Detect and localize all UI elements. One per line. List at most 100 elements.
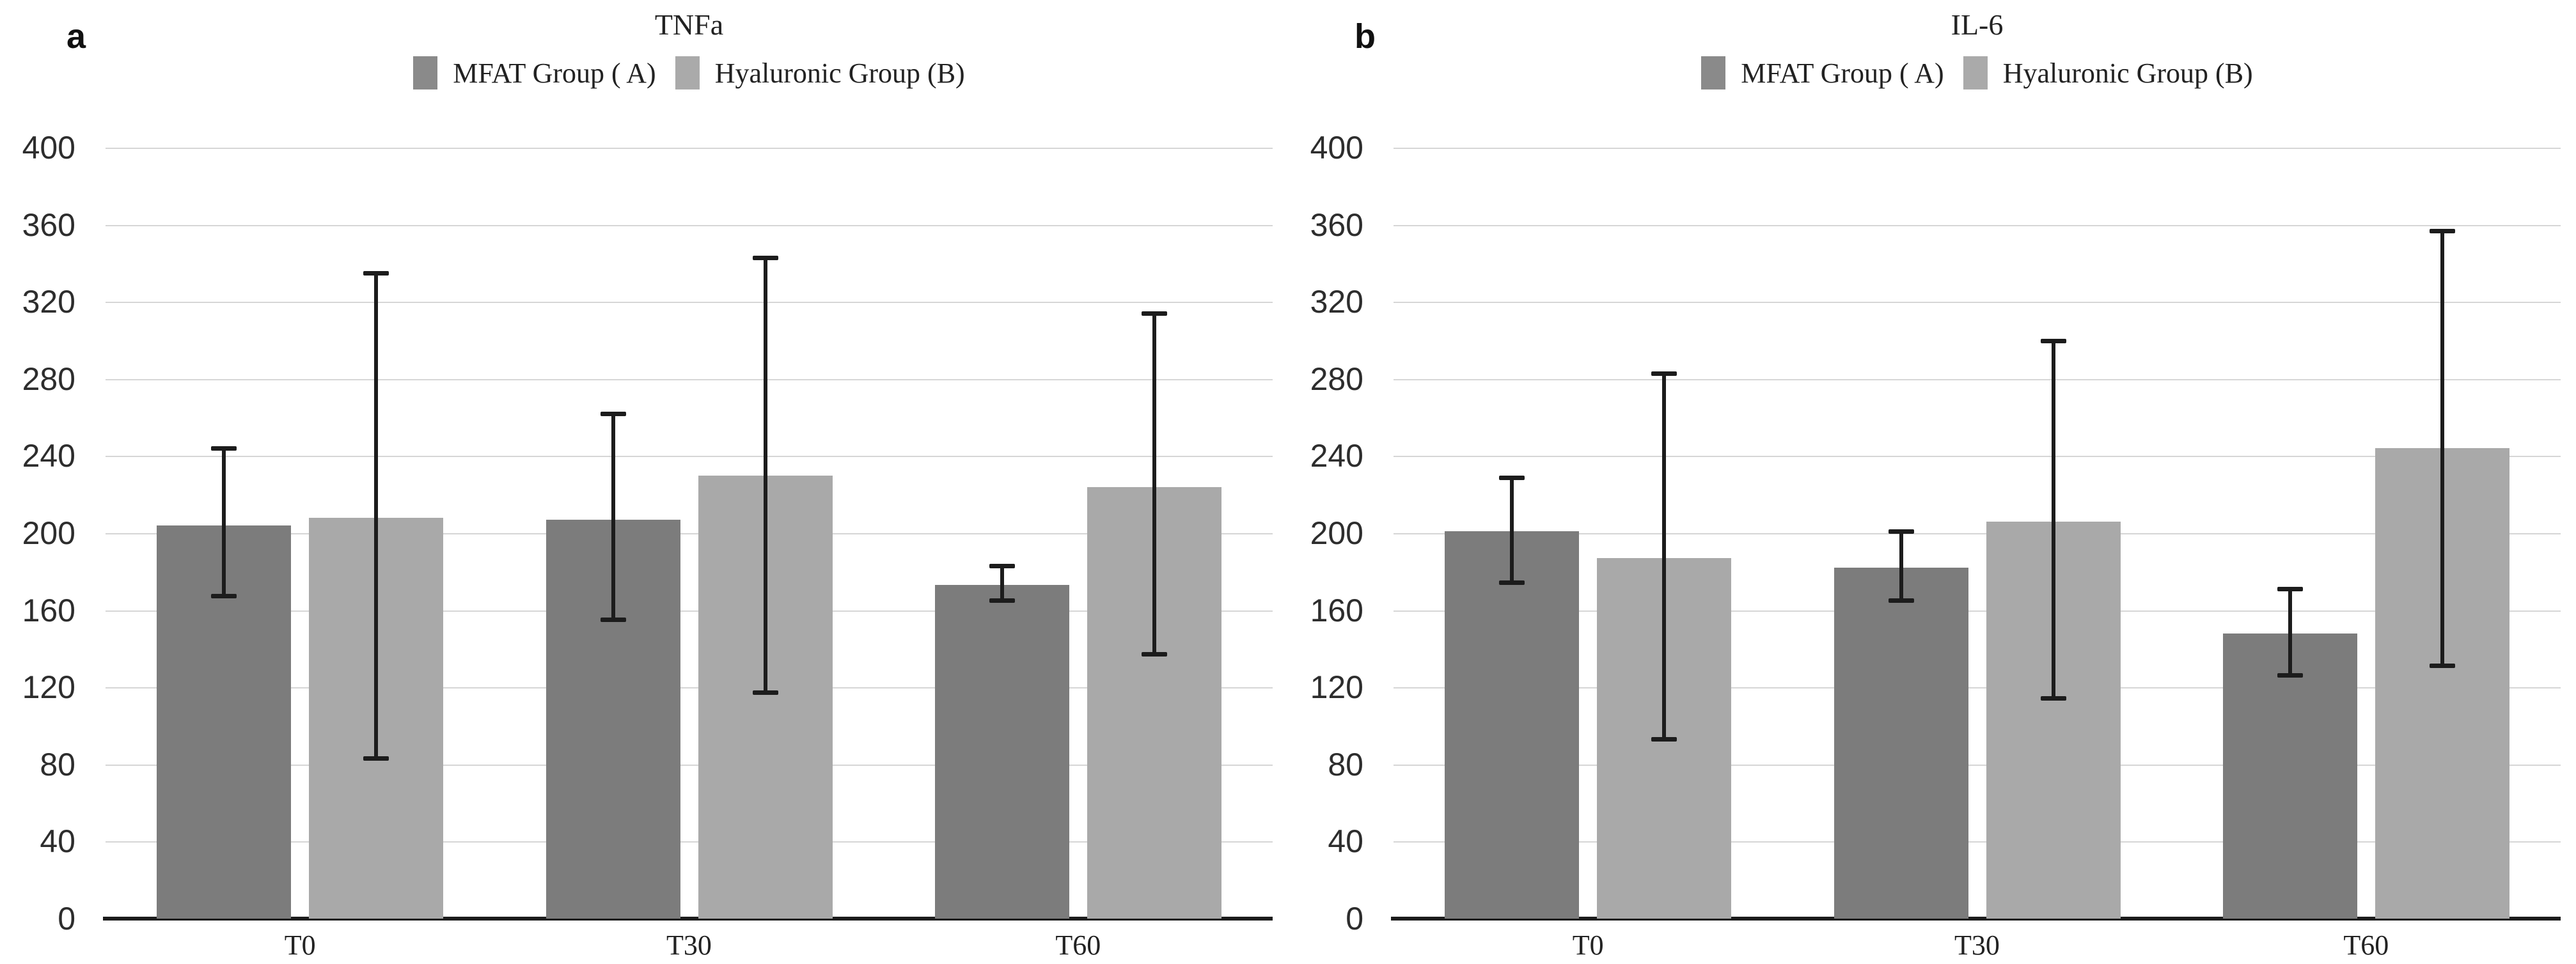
y-tick-label: 40 bbox=[40, 823, 75, 860]
panel-letter-a: a bbox=[67, 17, 86, 56]
legend-swatch-hyaluronic bbox=[1963, 56, 1988, 89]
error-bar-cap-top bbox=[752, 255, 778, 260]
gridline bbox=[106, 533, 1273, 534]
gridline bbox=[106, 687, 1273, 689]
error-bar-cap-top bbox=[1888, 529, 1914, 534]
gridline bbox=[1394, 533, 2561, 534]
bar-mfat bbox=[1445, 531, 1580, 919]
y-tick-label: 360 bbox=[1310, 206, 1363, 243]
legend-label-hyaluronic: Hyaluronic Group (B) bbox=[2002, 57, 2253, 89]
error-bar-cap-top bbox=[211, 446, 237, 451]
y-tick-label: 120 bbox=[1310, 669, 1363, 706]
y-tick-label: 160 bbox=[1310, 592, 1363, 628]
gridline bbox=[106, 378, 1273, 380]
y-tick-label: 400 bbox=[22, 130, 75, 166]
legend-swatch-mfat bbox=[1701, 56, 1726, 89]
y-tick-label: 120 bbox=[22, 669, 75, 706]
legend-entry-mfat: MFAT Group ( A) bbox=[413, 56, 656, 89]
gridline bbox=[106, 610, 1273, 612]
plot-area-il6: T0 T30 T60 bbox=[1391, 148, 2561, 961]
error-bar-cap-top bbox=[1499, 475, 1525, 480]
error-bar-cap-top bbox=[1651, 371, 1677, 376]
y-tick-label: 240 bbox=[1310, 438, 1363, 474]
bar-mfat bbox=[934, 585, 1069, 919]
error-bar-line bbox=[1152, 313, 1156, 655]
y-tick-label: 80 bbox=[40, 746, 75, 782]
error-bar-cap-bottom bbox=[2429, 664, 2455, 669]
x-category-label: T0 bbox=[284, 929, 316, 961]
error-bar-line bbox=[222, 448, 226, 597]
legend-entry-hyaluronic: Hyaluronic Group (B) bbox=[1963, 56, 2253, 89]
chart-title-il6: IL-6 bbox=[1951, 8, 2004, 41]
error-bar-cap-top bbox=[600, 412, 626, 417]
error-bar-line bbox=[2288, 589, 2292, 676]
x-category-label: T30 bbox=[1954, 929, 2000, 961]
gridline bbox=[106, 148, 1273, 149]
y-axis-il6: 400 360 320 280 240 200 160 120 80 40 0 bbox=[1288, 130, 1363, 937]
gridline bbox=[1394, 302, 2561, 304]
gridline bbox=[1394, 378, 2561, 380]
legend-entry-hyaluronic: Hyaluronic Group (B) bbox=[675, 56, 965, 89]
gridline bbox=[106, 302, 1273, 304]
error-bar-cap-bottom bbox=[1888, 598, 1914, 603]
legend-swatch-mfat bbox=[413, 56, 438, 89]
y-tick-label: 160 bbox=[22, 592, 75, 628]
error-bar-cap-bottom bbox=[1651, 736, 1677, 742]
y-tick-label: 320 bbox=[1310, 284, 1363, 320]
error-bar-line bbox=[1000, 566, 1004, 601]
gridline bbox=[1394, 610, 2561, 612]
y-tick-label: 80 bbox=[1328, 746, 1363, 782]
legend-tnfa: MFAT Group ( A) Hyaluronic Group (B) bbox=[106, 56, 1273, 89]
error-bar-cap-top bbox=[363, 270, 389, 276]
x-axis-line bbox=[103, 917, 1273, 921]
error-bar-cap-top bbox=[989, 564, 1015, 569]
y-tick-label: 200 bbox=[22, 515, 75, 551]
gridline bbox=[1394, 841, 2561, 843]
legend-label-hyaluronic: Hyaluronic Group (B) bbox=[714, 57, 965, 89]
error-bar-line bbox=[1899, 531, 1903, 601]
y-tick-label: 240 bbox=[22, 438, 75, 474]
gridline bbox=[1394, 148, 2561, 149]
bar-mfat bbox=[1834, 568, 1968, 919]
y-tick-label: 360 bbox=[22, 206, 75, 243]
legend-entry-mfat: MFAT Group ( A) bbox=[1701, 56, 1944, 89]
error-bar-cap-top bbox=[1141, 311, 1167, 316]
gridline bbox=[1394, 456, 2561, 458]
gridline bbox=[106, 224, 1273, 226]
x-category-label: T60 bbox=[2343, 929, 2389, 961]
panel-letter-b: b bbox=[1355, 17, 1376, 56]
legend-label-mfat: MFAT Group ( A) bbox=[453, 57, 656, 89]
x-axis-line bbox=[1391, 917, 2561, 921]
x-category-label: T30 bbox=[666, 929, 712, 961]
panel-il6: b IL-6 MFAT Group ( A) Hyaluronic Group … bbox=[1288, 0, 2576, 964]
y-tick-label: 40 bbox=[1328, 823, 1363, 860]
legend-swatch-hyaluronic bbox=[675, 56, 700, 89]
gridline bbox=[1394, 687, 2561, 689]
error-bar-line bbox=[763, 257, 767, 694]
error-bar-cap-bottom bbox=[1141, 651, 1167, 657]
error-bar-cap-bottom bbox=[2277, 673, 2303, 678]
gridline bbox=[1394, 764, 2561, 766]
y-tick-label: 280 bbox=[1310, 361, 1363, 397]
error-bar-cap-top bbox=[2040, 338, 2066, 343]
x-category-label: T0 bbox=[1572, 929, 1604, 961]
x-category-label: T60 bbox=[1055, 929, 1101, 961]
bar-mfat bbox=[2222, 633, 2357, 919]
error-bar-line bbox=[611, 414, 615, 620]
error-bar-cap-bottom bbox=[1499, 580, 1525, 586]
error-bar-line bbox=[1662, 373, 1667, 740]
error-bar-line bbox=[2440, 230, 2444, 667]
error-bar-cap-bottom bbox=[752, 690, 778, 696]
error-bar-cap-bottom bbox=[600, 617, 626, 622]
error-bar-cap-bottom bbox=[989, 598, 1015, 603]
y-tick-label: 400 bbox=[1310, 130, 1363, 166]
legend-il6: MFAT Group ( A) Hyaluronic Group (B) bbox=[1394, 56, 2561, 89]
panel-tnfa: a TNFa MFAT Group ( A) Hyaluronic Group … bbox=[0, 8, 1273, 961]
y-axis-tnfa: 400 360 320 280 240 200 160 120 80 40 0 bbox=[0, 130, 75, 937]
gridline bbox=[106, 764, 1273, 766]
legend-label-mfat: MFAT Group ( A) bbox=[1741, 57, 1944, 89]
error-bar-cap-bottom bbox=[211, 594, 237, 599]
y-tick-label: 0 bbox=[1346, 901, 1363, 937]
error-bar-line bbox=[2051, 340, 2055, 699]
